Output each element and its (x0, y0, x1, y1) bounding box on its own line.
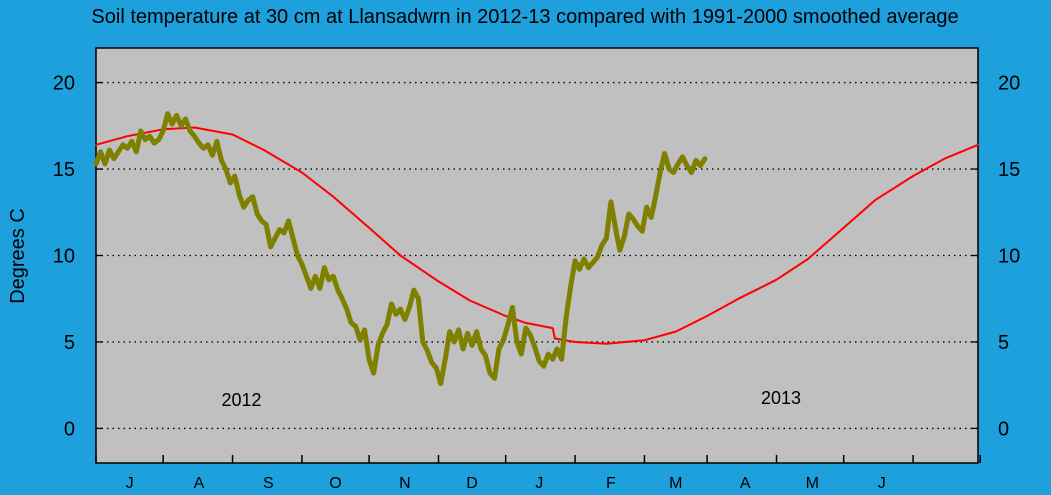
year-annotation: 2012 (221, 390, 261, 410)
x-tick-label: N (399, 475, 411, 492)
series-layer (93, 111, 979, 386)
x-tick-label: M (669, 475, 682, 492)
y-tick-label-left: 20 (53, 73, 75, 95)
y-tick-label-left: 5 (64, 332, 75, 354)
y-tick-label-left: 0 (64, 418, 75, 440)
x-tick-label: D (466, 475, 478, 492)
y-axis: 0 0 5 5 10 10 15 15 20 20 (53, 73, 1021, 441)
x-tick-label: F (606, 475, 616, 492)
y-tick-label-right: 5 (998, 332, 1009, 354)
x-tick-label: S (263, 475, 274, 492)
x-tick-label: J (535, 475, 543, 492)
x-tick-label: O (329, 475, 341, 492)
y-axis-label: Degrees C (7, 208, 29, 304)
chart-title: Soil temperature at 30 cm at Llansadwrn … (91, 6, 958, 28)
x-tick-label: A (194, 475, 205, 492)
y-tick-label-right: 20 (998, 73, 1020, 95)
year-annotation: 2013 (761, 388, 801, 408)
y-tick-label-right: 0 (998, 418, 1009, 440)
y-tick-label-right: 15 (998, 159, 1020, 181)
y-tick-label-left: 15 (53, 159, 75, 181)
x-tick-label: M (806, 475, 819, 492)
y-tick-label-left: 10 (53, 246, 75, 268)
annotation-layer: 2012 2013 (221, 388, 801, 410)
y-tick-label-right: 10 (998, 246, 1020, 268)
average-series-line (95, 126, 979, 345)
x-tick-label: J (126, 475, 134, 492)
x-tick-label: J (878, 475, 886, 492)
observed-series-line (93, 111, 708, 386)
x-tick-label: A (740, 475, 751, 492)
grid-layer (96, 81, 978, 430)
